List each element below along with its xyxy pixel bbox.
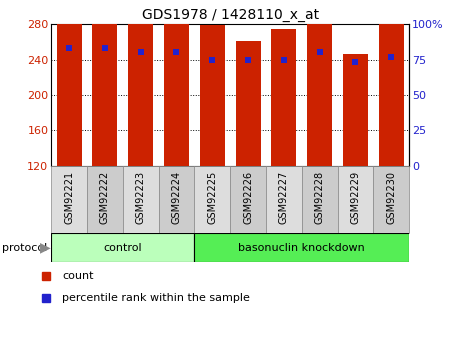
Text: count: count xyxy=(62,270,93,280)
Point xyxy=(352,60,359,65)
Bar xyxy=(343,54,368,166)
Bar xyxy=(200,25,225,166)
Bar xyxy=(338,166,373,233)
Bar xyxy=(302,166,338,233)
Bar xyxy=(194,233,409,262)
Point xyxy=(388,54,395,59)
Point xyxy=(173,50,180,55)
Title: GDS1978 / 1428110_x_at: GDS1978 / 1428110_x_at xyxy=(142,8,319,22)
Bar xyxy=(51,166,87,233)
Bar xyxy=(266,166,302,233)
Point xyxy=(280,57,287,62)
Point xyxy=(101,46,108,51)
Bar xyxy=(57,0,81,166)
Text: GSM92226: GSM92226 xyxy=(243,171,253,224)
Bar xyxy=(128,0,153,166)
Bar xyxy=(236,41,260,166)
Text: GSM92227: GSM92227 xyxy=(279,171,289,224)
Point xyxy=(65,46,73,51)
Bar xyxy=(307,17,332,166)
Text: GSM92225: GSM92225 xyxy=(207,171,217,224)
Bar xyxy=(194,166,230,233)
Bar xyxy=(51,233,194,262)
Bar xyxy=(87,166,123,233)
Text: protocol: protocol xyxy=(2,243,47,253)
Text: GSM92223: GSM92223 xyxy=(136,171,146,224)
Bar xyxy=(93,0,117,166)
Point xyxy=(316,50,324,55)
Bar xyxy=(230,166,266,233)
Bar xyxy=(164,0,189,166)
Text: GSM92224: GSM92224 xyxy=(172,171,181,224)
Text: GSM92229: GSM92229 xyxy=(351,171,360,224)
Text: GSM92230: GSM92230 xyxy=(386,171,396,224)
Point xyxy=(137,50,144,55)
Point xyxy=(208,57,216,62)
Point xyxy=(245,57,252,62)
Bar xyxy=(379,18,404,166)
Text: control: control xyxy=(103,243,142,253)
Text: ▶: ▶ xyxy=(40,240,50,255)
Text: GSM92221: GSM92221 xyxy=(64,171,74,224)
Bar xyxy=(159,166,194,233)
Text: basonuclin knockdown: basonuclin knockdown xyxy=(239,243,365,253)
Bar xyxy=(272,29,296,166)
Text: percentile rank within the sample: percentile rank within the sample xyxy=(62,293,250,303)
Bar xyxy=(373,166,409,233)
Text: GSM92222: GSM92222 xyxy=(100,171,110,224)
Bar xyxy=(123,166,159,233)
Text: GSM92228: GSM92228 xyxy=(315,171,325,224)
